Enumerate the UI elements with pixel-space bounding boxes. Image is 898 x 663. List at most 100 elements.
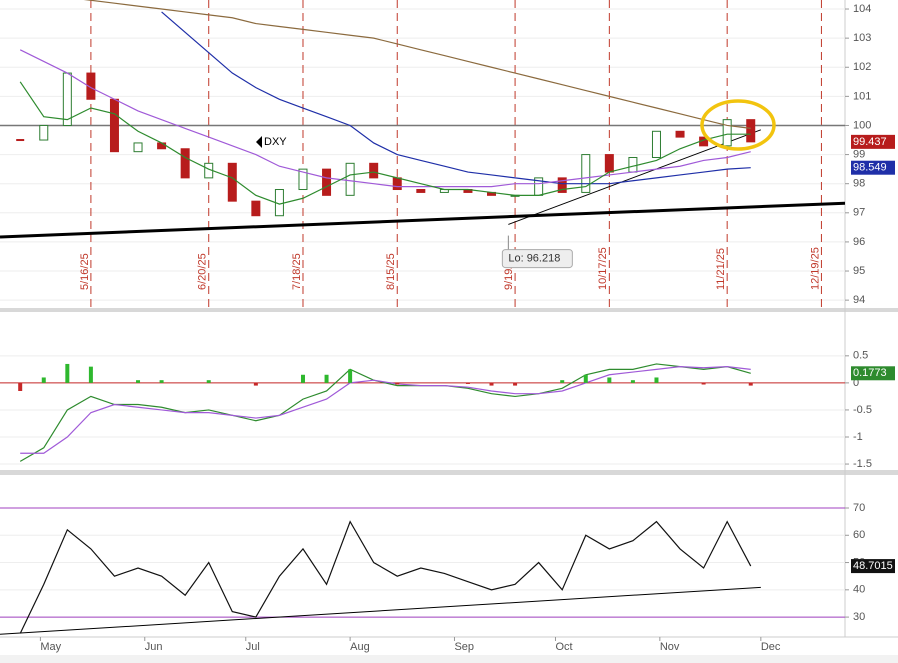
histogram-bar	[159, 380, 164, 383]
histogram-bar	[630, 380, 635, 383]
candle	[722, 119, 732, 147]
line-series	[19, 81, 751, 205]
histogram-bar	[465, 382, 470, 384]
histogram-bar	[654, 377, 659, 383]
y-tick-label: 98	[853, 178, 865, 190]
line-series	[19, 520, 752, 634]
x-tick-label: Oct	[555, 641, 572, 653]
trendline	[0, 201, 845, 239]
candle	[345, 162, 355, 196]
x-tick-label: 11/21/25	[715, 248, 727, 290]
histogram-bar	[607, 377, 612, 383]
line-series	[19, 49, 751, 188]
last-value-label: 0.1773	[853, 367, 887, 379]
histogram-bar	[513, 382, 518, 386]
panel	[0, 355, 845, 465]
histogram-bar	[324, 374, 329, 383]
annotation-label: Lo: 96.218	[508, 252, 560, 264]
candle	[746, 119, 756, 143]
toolbar	[0, 655, 898, 663]
line-series	[83, 0, 751, 129]
highlight-circle	[700, 99, 776, 151]
histogram-bar	[489, 382, 494, 386]
candle	[322, 168, 332, 196]
y-tick-label: 103	[853, 32, 871, 44]
x-tick-label: Aug	[350, 641, 370, 653]
histogram-bar	[300, 374, 305, 383]
y-tick-label: 101	[853, 90, 871, 102]
y-tick-label: 102	[853, 61, 871, 73]
histogram-bar	[253, 382, 258, 386]
histogram-bar	[748, 382, 753, 386]
y-tick-label: 97	[853, 207, 865, 219]
y-tick-label: 96	[853, 236, 865, 248]
last-value-label: 99.437	[853, 136, 887, 148]
candle	[298, 168, 308, 191]
histogram-bar	[65, 363, 70, 383]
y-tick-label: -0.5	[853, 404, 872, 416]
line-series	[161, 11, 751, 185]
candle	[251, 200, 261, 217]
x-tick-label: Sep	[454, 641, 474, 653]
candle	[180, 148, 190, 179]
histogram-bar	[136, 380, 141, 383]
x-tick-label: Jun	[145, 641, 163, 653]
histogram-bar	[583, 374, 588, 383]
line-series	[20, 366, 751, 454]
panel	[0, 0, 845, 308]
panel-divider	[0, 308, 898, 312]
y-tick-label: 0	[853, 377, 859, 389]
candle	[416, 189, 426, 193]
x-tick-label: Nov	[660, 641, 680, 653]
y-tick-label: 70	[853, 502, 865, 514]
candle	[628, 156, 638, 173]
histogram-bar	[701, 382, 706, 385]
y-tick-label: 40	[853, 584, 865, 596]
candle	[369, 162, 379, 179]
histogram-bar	[88, 366, 93, 383]
symbol-marker	[256, 136, 262, 148]
histogram-bar	[18, 382, 23, 391]
symbol-label: DXY	[264, 136, 287, 148]
candle	[557, 177, 567, 193]
y-tick-label: 99	[853, 148, 865, 160]
y-tick-label: 60	[853, 529, 865, 541]
candle	[157, 142, 167, 150]
last-value-box	[851, 160, 895, 175]
last-value-box	[851, 134, 895, 149]
y-tick-label: 95	[853, 265, 865, 277]
x-tick-label: Dec	[761, 641, 781, 653]
x-tick-label: 12/19/25	[809, 247, 821, 290]
candle	[109, 98, 119, 153]
y-tick-label: -1	[853, 431, 863, 443]
histogram-bar	[348, 369, 353, 383]
y-tick-label: -1.5	[853, 458, 872, 470]
candle	[675, 130, 685, 138]
candle	[39, 124, 49, 141]
trendline	[0, 586, 761, 635]
histogram-bar	[41, 377, 46, 383]
line-series	[19, 363, 751, 462]
candle	[227, 162, 237, 202]
last-value-box	[851, 366, 895, 381]
candle	[651, 130, 661, 158]
annotation-box	[501, 249, 573, 269]
y-tick-label: 0.5	[853, 350, 868, 362]
last-value-box	[851, 559, 895, 574]
y-tick-label: 104	[853, 3, 871, 15]
x-tick-label: 10/17/25	[597, 247, 609, 290]
histogram-bar	[206, 380, 211, 383]
candle	[86, 72, 96, 100]
y-tick-label: 30	[853, 611, 865, 623]
x-tick-label: May	[40, 641, 61, 653]
x-tick-label: Jul	[246, 641, 260, 653]
histogram-bar	[395, 382, 400, 385]
histogram-bar	[560, 380, 565, 383]
candle	[604, 154, 614, 173]
y-tick-label: 94	[853, 294, 865, 306]
x-tick-label: 5/16/25	[79, 253, 91, 290]
candle	[133, 142, 143, 153]
candle	[581, 154, 591, 193]
